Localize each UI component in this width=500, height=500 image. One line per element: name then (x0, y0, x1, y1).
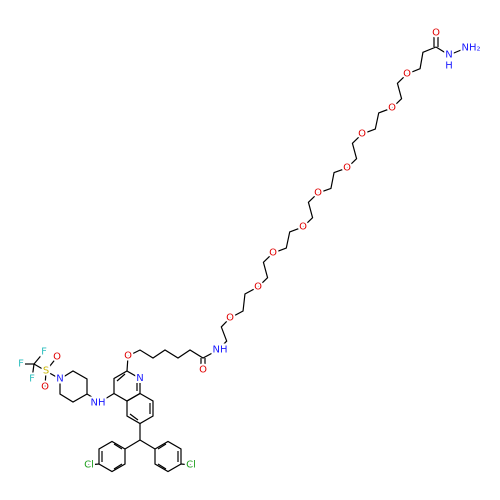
ring (154, 440, 182, 473)
atom-label: N (136, 373, 143, 384)
atom-label: F (18, 359, 24, 370)
atom-label: O (226, 313, 234, 324)
bonds (22, 33, 467, 473)
atom-label: N (56, 374, 63, 385)
atom-label: N (445, 50, 452, 61)
bond (113, 463, 123, 470)
bond (139, 439, 156, 450)
atom-label: O (269, 248, 277, 259)
atom-label: O (199, 365, 207, 376)
bond (33, 363, 47, 372)
atom-label: F (29, 374, 35, 385)
bond (45, 370, 61, 380)
atom-label: Cl (84, 460, 94, 471)
atom-label: O (388, 103, 396, 114)
bond (435, 46, 450, 56)
bond-chain (126, 349, 219, 372)
ring (98, 440, 126, 473)
bond (113, 443, 123, 450)
bond (33, 351, 45, 365)
bond-chain (217, 46, 437, 351)
atom-label: O (403, 69, 411, 80)
bond (448, 47, 467, 56)
bond (116, 373, 126, 382)
bond (45, 356, 58, 372)
atom-label: NH₂ (461, 43, 480, 54)
atom-label: NH (91, 398, 106, 409)
atom-label: H (445, 61, 453, 72)
bond (99, 392, 115, 403)
atom-label: O (343, 163, 351, 174)
atom-label: O (254, 282, 262, 293)
bond (157, 443, 167, 450)
bond (86, 393, 101, 403)
atom-label: O (41, 382, 49, 393)
atom-label: O (53, 352, 61, 363)
atom-label: O (314, 188, 322, 199)
atom-label: O (358, 129, 366, 140)
ring (59, 370, 88, 403)
atom-label: NH (213, 345, 228, 356)
ring (126, 392, 154, 425)
bond (157, 463, 167, 470)
atom-labels: O N H NH₂ O O O O O O O O O NH O O N NH … (16, 26, 482, 473)
atom-label: S (43, 366, 49, 377)
atom-label: Cl (186, 460, 196, 471)
bond (87, 463, 100, 466)
bond (31, 363, 35, 380)
bond (129, 413, 139, 421)
bond (180, 463, 192, 466)
atom-label: O (124, 351, 132, 362)
bond (44, 370, 47, 388)
atom-label: F (41, 347, 47, 358)
atom-label: O (432, 28, 440, 39)
atom-label: O (299, 222, 307, 233)
bond (124, 439, 141, 450)
